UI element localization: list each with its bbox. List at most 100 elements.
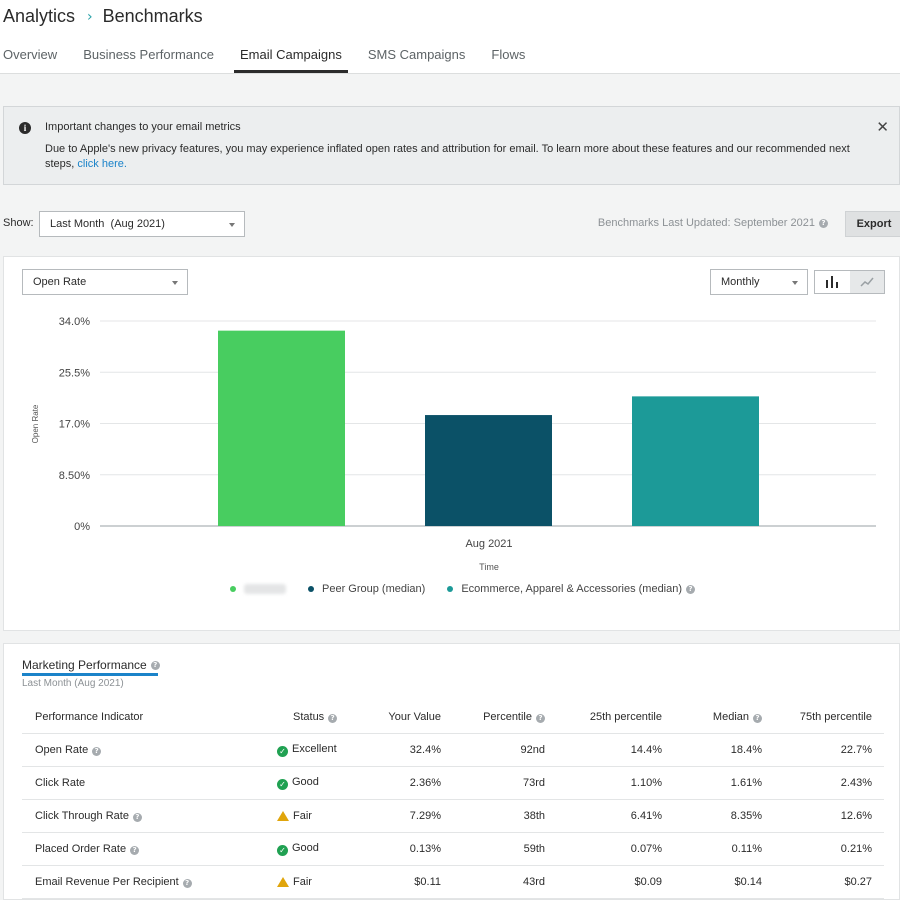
help-icon[interactable]: ? — [536, 714, 545, 724]
your-value-cell: $0.11 — [363, 865, 453, 899]
help-icon[interactable]: ? — [328, 714, 338, 724]
bar-series-1[interactable] — [218, 330, 345, 526]
legend-dot — [230, 586, 236, 592]
status-cell: Fair — [277, 799, 363, 833]
chevron-down-icon — [172, 281, 178, 285]
legend-item-peer-group[interactable]: Peer Group (median) — [308, 583, 425, 595]
notice-text: Due to Apple's new privacy features, you… — [45, 143, 850, 170]
bar-chart-icon — [826, 276, 839, 288]
chevron-down-icon — [229, 223, 235, 227]
percentile-cell: 38th — [453, 799, 557, 833]
your-value-cell: 2.36% — [363, 766, 453, 800]
tab-business-performance[interactable]: Business Performance — [83, 47, 214, 62]
status-cell: ✓ Good — [277, 766, 363, 800]
status-cell: ✓ Good — [277, 832, 363, 866]
percentile-cell: 92nd — [453, 733, 557, 767]
help-icon[interactable]: ? — [150, 660, 160, 670]
performance-table: Performance Indicator Status? Your Value… — [22, 702, 884, 899]
page-title: Benchmarks — [102, 6, 203, 26]
status-cell: Fair — [277, 865, 363, 899]
x-tick-label: Aug 2021 — [465, 538, 512, 550]
median-cell: 1.61% — [674, 766, 774, 800]
metric-select-value: Open Rate — [33, 276, 87, 288]
column-header: Status? — [277, 702, 363, 734]
table-row: Email Revenue Per Recipient? Fair $0.11 43r… — [22, 865, 884, 899]
column-header: Performance Indicator — [22, 702, 277, 734]
notice-body: Due to Apple's new privacy features, you… — [45, 142, 855, 172]
warning-icon — [277, 876, 289, 887]
help-icon[interactable]: ? — [130, 845, 140, 855]
bar-series-2[interactable] — [425, 415, 552, 526]
legend-dot — [308, 586, 314, 592]
metric-select[interactable]: Open Rate — [22, 269, 188, 295]
your-value-cell: 7.29% — [363, 799, 453, 833]
y-axis-label: Open Rate — [31, 404, 40, 443]
indicator-cell: Email Revenue Per Recipient? — [22, 865, 277, 899]
legend-label: Peer Group (median) — [322, 583, 426, 595]
legend-item-account[interactable] — [230, 584, 286, 594]
p25-cell: 1.10% — [557, 766, 674, 800]
table-row: Click Through Rate? Fair 7.29% 38th 6.41% 8.3… — [22, 799, 884, 833]
table-row: Open Rate? ✓ Excellent 32.4% 92nd 14.4% 18.4% 2… — [22, 733, 884, 767]
column-header: 75th percentile — [774, 702, 884, 734]
table-row: Placed Order Rate? ✓ Good 0.13% 59th 0.07% 0.1… — [22, 832, 884, 866]
indicator-cell: Click Through Rate? — [22, 799, 277, 833]
chart-legend: Peer Group (median) Ecommerce, Apparel &… — [230, 583, 717, 595]
column-header: 25th percentile — [557, 702, 674, 734]
your-value-cell: 32.4% — [363, 733, 453, 767]
help-icon[interactable]: ? — [753, 714, 762, 724]
p75-cell: $0.27 — [774, 865, 884, 899]
median-cell: 8.35% — [674, 799, 774, 833]
help-icon[interactable]: ? — [686, 584, 696, 594]
tab-overview[interactable]: Overview — [3, 47, 58, 62]
indicator-cell: Placed Order Rate? — [22, 832, 277, 866]
your-value-cell: 0.13% — [363, 832, 453, 866]
x-axis-label: Time — [479, 562, 499, 572]
check-circle-icon: ✓ — [277, 778, 288, 790]
check-circle-icon: ✓ — [277, 745, 288, 757]
check-circle-icon: ✓ — [277, 844, 288, 856]
help-icon[interactable]: ? — [819, 218, 828, 228]
export-button[interactable]: Export — [845, 211, 900, 237]
median-cell: $0.14 — [674, 865, 774, 899]
bar-series-3[interactable] — [632, 396, 759, 526]
benchmarks-updated: Benchmarks Last Updated: September 2021 … — [598, 217, 828, 229]
section-title: Marketing Performance ? — [22, 658, 160, 672]
help-icon[interactable]: ? — [182, 878, 192, 888]
open-rate-bar-chart: 34.0% 25.5% 17.0% 8.50% 0% Open Rate Aug 202… — [31, 316, 876, 572]
legend-label: Ecommerce, Apparel & Accessories (median… — [461, 583, 683, 595]
p25-cell: $0.09 — [557, 865, 674, 899]
granularity-select[interactable]: Monthly — [710, 269, 808, 295]
legend-dot — [447, 586, 454, 592]
line-chart-toggle-button[interactable] — [849, 271, 884, 293]
warning-icon — [277, 810, 289, 821]
help-icon[interactable]: ? — [92, 746, 102, 756]
period-select[interactable]: Last Month (Aug 2021) — [39, 211, 245, 237]
column-header: Your Value — [363, 702, 453, 734]
table-header-row: Performance Indicator Status? Your Value… — [22, 702, 884, 734]
title-underline — [22, 673, 158, 676]
notice-link[interactable]: click here. — [77, 158, 127, 170]
tab-flows[interactable]: Flows — [491, 47, 526, 62]
median-cell: 0.11% — [674, 832, 774, 866]
p25-cell: 6.41% — [557, 799, 674, 833]
y-tick-label: 25.5% — [59, 367, 90, 379]
tab-sms-campaigns[interactable]: SMS Campaigns — [367, 47, 466, 62]
p25-cell: 0.07% — [557, 832, 674, 866]
privacy-notice-banner: i Important changes to your email metric… — [3, 106, 900, 185]
bar-chart-toggle-button[interactable] — [815, 271, 850, 293]
chevron-down-icon — [792, 281, 798, 285]
show-label: Show: — [3, 217, 34, 229]
chart-type-toggle — [814, 270, 885, 294]
tab-email-campaigns[interactable]: Email Campaigns — [233, 47, 348, 73]
y-tick-label: 17.0% — [59, 419, 90, 431]
table-row: Click Rate ✓ Good 2.36% 73rd 1.10% 1.61% 2.43% — [22, 766, 884, 800]
y-tick-label: 8.50% — [59, 470, 90, 482]
breadcrumb-analytics[interactable]: Analytics — [3, 6, 76, 26]
granularity-select-value: Monthly — [721, 276, 760, 288]
help-icon[interactable]: ? — [132, 812, 142, 822]
legend-item-ecommerce[interactable]: Ecommerce, Apparel & Accessories (median… — [447, 583, 696, 595]
close-icon[interactable]: ✕ — [876, 118, 889, 136]
info-icon: i — [19, 122, 31, 134]
breadcrumb: Analytics › Benchmarks — [3, 6, 203, 27]
